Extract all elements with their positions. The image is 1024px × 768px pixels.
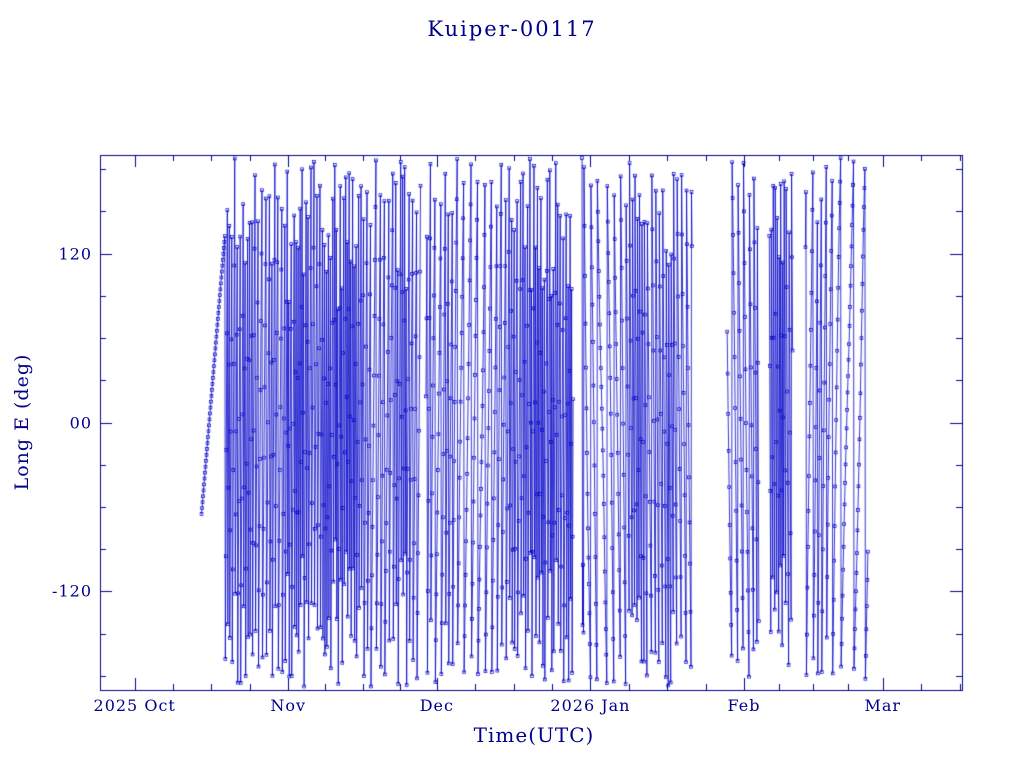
x-tick-label: 2026 Jan xyxy=(550,696,631,715)
x-tick-label: Nov xyxy=(270,696,307,715)
x-tick-label: 2025 Oct xyxy=(93,696,176,715)
chart-title: Kuiper-00117 xyxy=(427,17,597,41)
y-tick-label: 120 xyxy=(58,244,92,264)
y-tick-label: -120 xyxy=(52,581,92,601)
x-axis-label: Time(UTC) xyxy=(473,723,595,747)
x-tick-label: Mar xyxy=(864,696,902,715)
y-axis-label: Long E (deg) xyxy=(11,353,33,491)
x-tick-label: Dec xyxy=(419,696,454,715)
x-tick-label: Feb xyxy=(727,696,761,715)
y-tick-label: 00 xyxy=(69,413,92,432)
